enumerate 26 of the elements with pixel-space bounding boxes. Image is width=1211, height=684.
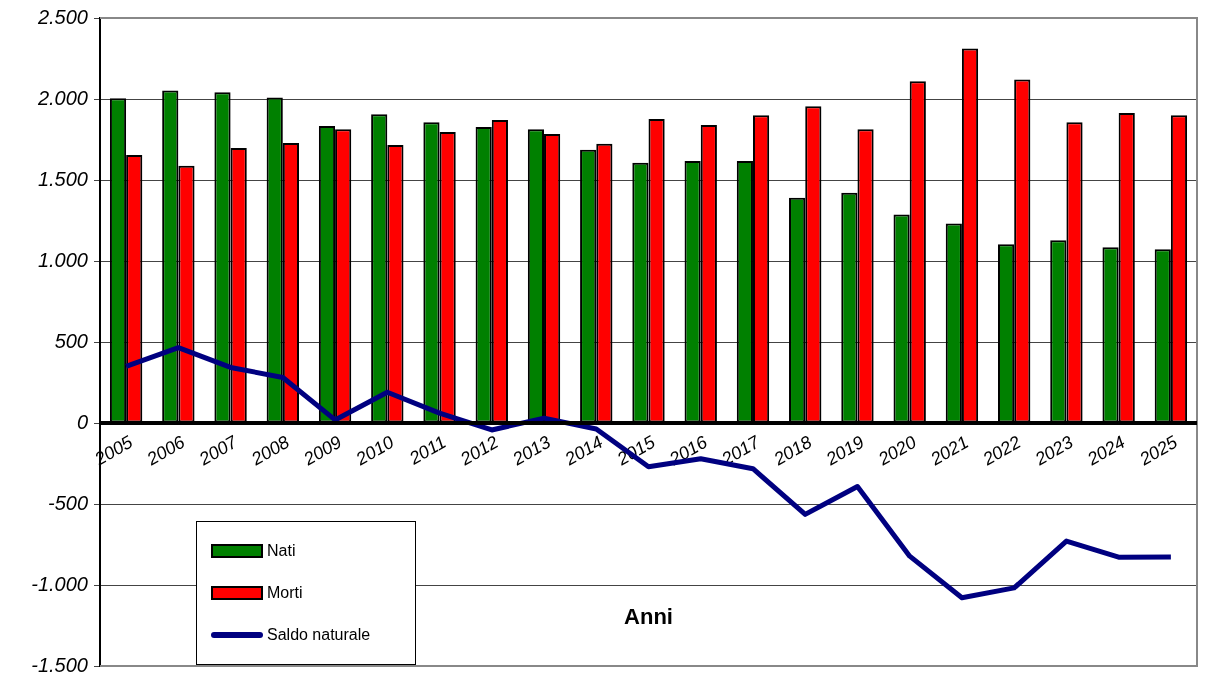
y-tick-label: 1.500 bbox=[37, 167, 88, 190]
legend-label: Saldo naturale bbox=[267, 626, 371, 644]
x-tick-label: 2009 bbox=[299, 431, 345, 470]
y-tick-label: 2.000 bbox=[36, 86, 88, 109]
x-tick-label: 2013 bbox=[508, 431, 554, 470]
x-tick-label: 2019 bbox=[821, 431, 868, 470]
x-tick-label: 2011 bbox=[405, 431, 450, 469]
y-tick-label: -1.500 bbox=[31, 653, 88, 676]
x-tick-label: 2012 bbox=[456, 431, 502, 470]
x-tick-label: 2010 bbox=[351, 431, 398, 470]
y-tick-label: 1.000 bbox=[37, 248, 88, 271]
legend-label: Morti bbox=[267, 584, 303, 602]
y-tick-label: 0 bbox=[76, 410, 88, 433]
y-tick-label: 2.500 bbox=[36, 5, 88, 28]
legend-label: Nati bbox=[267, 542, 296, 560]
x-tick-label: 2018 bbox=[769, 431, 816, 470]
y-tick-label: 500 bbox=[54, 329, 88, 352]
x-tick-label: 2006 bbox=[142, 431, 189, 470]
x-tick-label: 2022 bbox=[978, 431, 1025, 470]
y-tick-label: -500 bbox=[47, 491, 88, 514]
x-axis-title: Anni bbox=[624, 604, 673, 630]
y-tick-label: -1.000 bbox=[31, 572, 88, 595]
x-tick-label: 2021 bbox=[926, 431, 972, 470]
x-tick-label: 2023 bbox=[1030, 431, 1077, 470]
x-tick-label: 2008 bbox=[247, 431, 293, 470]
x-tick-label: 2020 bbox=[874, 431, 920, 470]
